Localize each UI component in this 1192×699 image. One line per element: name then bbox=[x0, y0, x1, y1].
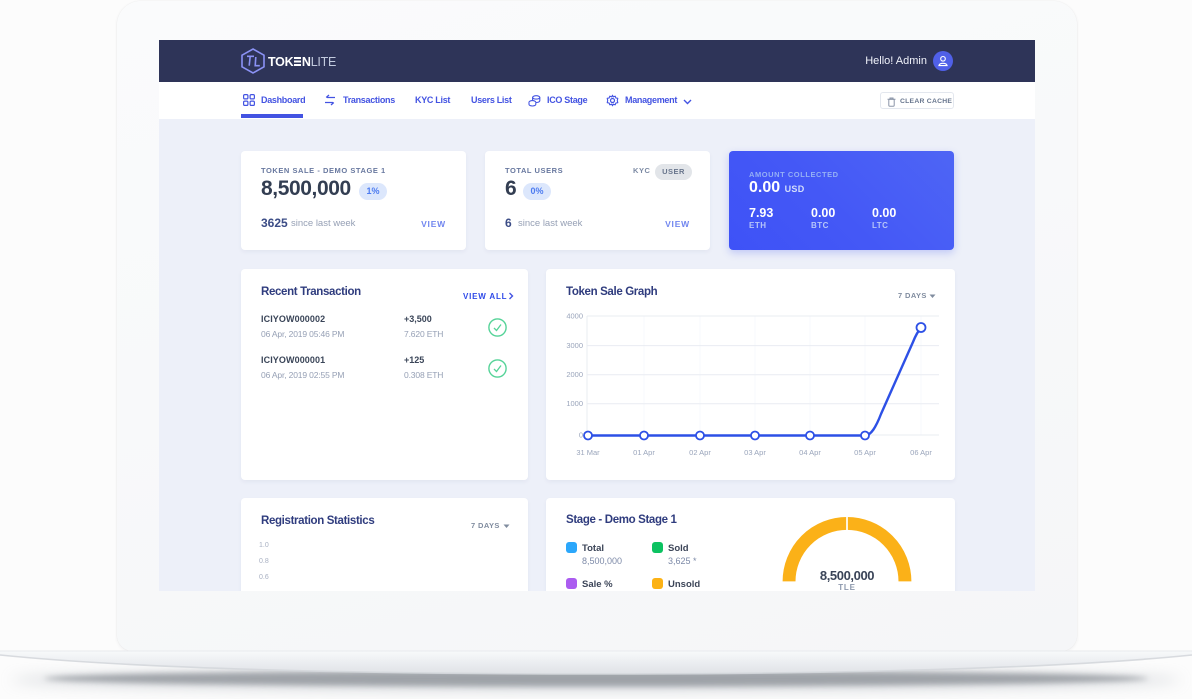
svg-text:02 Apr: 02 Apr bbox=[689, 448, 711, 457]
svg-text:4000: 4000 bbox=[566, 312, 583, 321]
svg-text:04 Apr: 04 Apr bbox=[799, 448, 821, 457]
svg-text:01 Apr: 01 Apr bbox=[633, 448, 655, 457]
svg-text:3000: 3000 bbox=[566, 341, 583, 350]
svg-text:03 Apr: 03 Apr bbox=[744, 448, 766, 457]
svg-text:0: 0 bbox=[579, 431, 583, 440]
svg-text:05 Apr: 05 Apr bbox=[854, 448, 876, 457]
svg-text:2000: 2000 bbox=[566, 370, 583, 379]
svg-text:31 Mar: 31 Mar bbox=[576, 448, 600, 457]
svg-text:1000: 1000 bbox=[566, 399, 583, 408]
svg-text:06 Apr: 06 Apr bbox=[910, 448, 932, 457]
